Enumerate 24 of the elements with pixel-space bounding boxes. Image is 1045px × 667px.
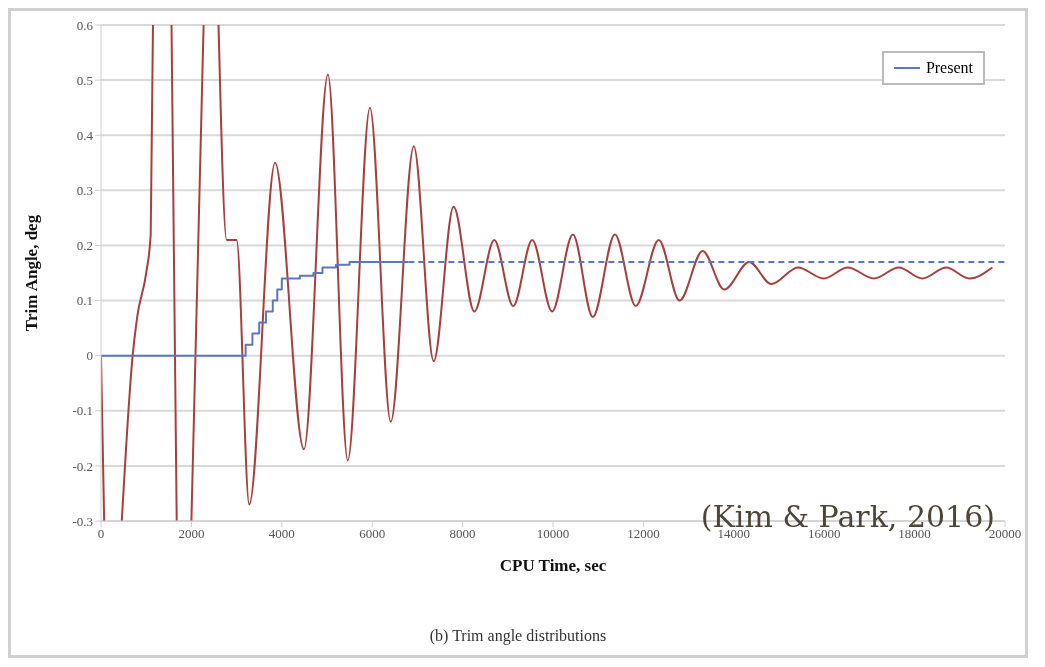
x-tick-label: 4000 bbox=[268, 526, 295, 542]
x-tick-label: 8000 bbox=[449, 526, 476, 542]
y-tick-label: 0 bbox=[86, 348, 93, 364]
y-axis-title: Trim Angle, deg bbox=[22, 214, 42, 332]
legend-label: Present bbox=[925, 59, 973, 77]
x-tick-label: 0 bbox=[97, 526, 105, 542]
x-tick-label: 6000 bbox=[359, 526, 386, 542]
y-tick-label: 0.6 bbox=[76, 17, 94, 33]
y-tick-label: 0.5 bbox=[76, 72, 93, 88]
y-tick-label: 0.3 bbox=[76, 182, 93, 198]
x-tick-label: 16000 bbox=[807, 526, 841, 542]
text: (b) Trim angle distributions bbox=[428, 627, 608, 645]
x-tick-label: 18000 bbox=[898, 526, 931, 542]
x-tick-label: 2000 bbox=[178, 526, 205, 542]
y-tick-label: -0.2 bbox=[72, 458, 93, 474]
x-axis-title: CPU Time, sec bbox=[499, 556, 607, 575]
y-tick-label: 0.4 bbox=[76, 127, 94, 143]
x-tick-label: 14000 bbox=[717, 526, 751, 542]
x-tick-label: 12000 bbox=[627, 526, 660, 542]
x-tick-label: 10000 bbox=[536, 526, 570, 542]
y-tick-label: -0.3 bbox=[72, 513, 93, 529]
y-tick-label: 0.1 bbox=[76, 293, 93, 309]
y-tick-label: -0.1 bbox=[72, 403, 93, 419]
y-tick-label: 0.2 bbox=[76, 238, 93, 254]
